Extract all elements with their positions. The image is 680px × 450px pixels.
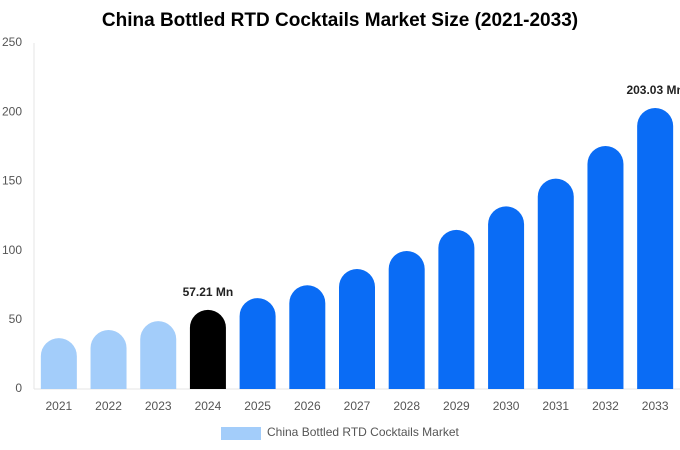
bar	[339, 269, 375, 389]
bar	[239, 298, 276, 389]
x-tick-label: 2026	[294, 399, 321, 413]
value-label: 57.21 Mn	[183, 285, 234, 299]
x-tick-label: 2029	[443, 399, 470, 413]
x-tick-label: 2024	[195, 399, 222, 413]
x-tick-label: 2030	[493, 399, 520, 413]
bar	[537, 178, 574, 389]
bar	[637, 108, 674, 390]
bar	[289, 285, 326, 389]
value-label: 203.03 Mn	[626, 83, 680, 97]
bar	[488, 206, 525, 389]
chart-title: China Bottled RTD Cocktails Market Size …	[102, 10, 578, 31]
x-tick-label: 2022	[95, 399, 122, 413]
bar	[90, 330, 127, 389]
x-tick-label: 2023	[145, 399, 172, 413]
x-tick-label: 2033	[642, 399, 669, 413]
bar	[40, 338, 77, 389]
x-tick-label: 2031	[542, 399, 569, 413]
legend-swatch	[221, 427, 261, 440]
y-tick-label: 0	[15, 381, 22, 395]
y-tick-label: 50	[9, 312, 23, 326]
x-tick-label: 2021	[45, 399, 72, 413]
bar	[438, 229, 475, 389]
x-tick-label: 2025	[244, 399, 271, 413]
y-tick-label: 200	[2, 104, 22, 118]
bar	[587, 145, 624, 389]
bar	[140, 321, 177, 389]
bar	[388, 251, 425, 389]
legend-label: China Bottled RTD Cocktails Market	[267, 425, 460, 439]
x-tick-label: 2028	[393, 399, 420, 413]
y-tick-label: 150	[2, 174, 22, 188]
bar	[189, 309, 226, 389]
x-tick-label: 2027	[344, 399, 371, 413]
x-tick-label: 2032	[592, 399, 619, 413]
y-tick-label: 250	[2, 35, 22, 49]
y-tick-label: 100	[2, 243, 22, 257]
